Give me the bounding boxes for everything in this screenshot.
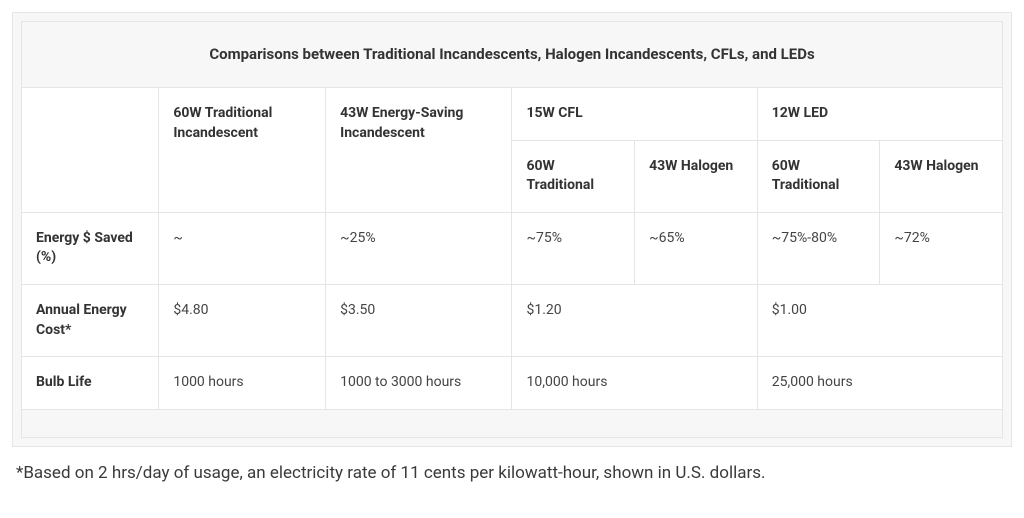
cell-bulb-life-cfl: 10,000 hours: [512, 357, 757, 410]
cell-annual-cost-cfl: $1.20: [512, 284, 757, 356]
row-energy-saved: Energy $ Saved (%) ~ ~25% ~75% ~65% ~75%…: [22, 212, 1003, 284]
cell-annual-cost-traditional: $4.80: [159, 284, 326, 356]
subheader-cfl-60w-traditional: 60W Traditional: [512, 140, 635, 212]
cell-energy-saved-cfl-43w: ~65%: [635, 212, 758, 284]
footer-blank-row: [22, 409, 1003, 437]
rowlabel-energy-saved: Energy $ Saved (%): [22, 212, 159, 284]
cell-energy-saved-led-43w: ~72%: [880, 212, 1003, 284]
title-row: Comparisons between Traditional Incandes…: [22, 22, 1003, 88]
rowlabel-bulb-life: Bulb Life: [22, 357, 159, 410]
header-blank: [22, 88, 159, 213]
cell-annual-cost-led: $1.00: [757, 284, 1002, 356]
header-row-1: 60W Traditional Incandescent 43W Energy-…: [22, 88, 1003, 141]
cell-annual-cost-halogen: $3.50: [326, 284, 512, 356]
header-60w-traditional: 60W Traditional Incandescent: [159, 88, 326, 213]
header-12w-led: 12W LED: [757, 88, 1002, 141]
subheader-led-43w-halogen: 43W Halogen: [880, 140, 1003, 212]
subheader-cfl-43w-halogen: 43W Halogen: [635, 140, 758, 212]
cell-bulb-life-traditional: 1000 hours: [159, 357, 326, 410]
rowlabel-annual-cost: Annual Energy Cost*: [22, 284, 159, 356]
header-15w-cfl: 15W CFL: [512, 88, 757, 141]
row-bulb-life: Bulb Life 1000 hours 1000 to 3000 hours …: [22, 357, 1003, 410]
header-43w-energy-saving: 43W Energy-Saving Incandescent: [326, 88, 512, 213]
cell-energy-saved-cfl-60w: ~75%: [512, 212, 635, 284]
cell-energy-saved-traditional: ~: [159, 212, 326, 284]
cell-energy-saved-halogen: ~25%: [326, 212, 512, 284]
row-annual-cost: Annual Energy Cost* $4.80 $3.50 $1.20 $1…: [22, 284, 1003, 356]
cell-bulb-life-halogen: 1000 to 3000 hours: [326, 357, 512, 410]
cell-bulb-life-led: 25,000 hours: [757, 357, 1002, 410]
cell-energy-saved-led-60w: ~75%-80%: [757, 212, 880, 284]
footer-blank-cell: [22, 409, 1003, 437]
table-title: Comparisons between Traditional Incandes…: [22, 22, 1003, 88]
footnote: *Based on 2 hrs/day of usage, an electri…: [12, 447, 1012, 491]
comparison-table: Comparisons between Traditional Incandes…: [21, 21, 1003, 438]
subheader-led-60w-traditional: 60W Traditional: [757, 140, 880, 212]
comparison-table-container: Comparisons between Traditional Incandes…: [12, 12, 1012, 447]
